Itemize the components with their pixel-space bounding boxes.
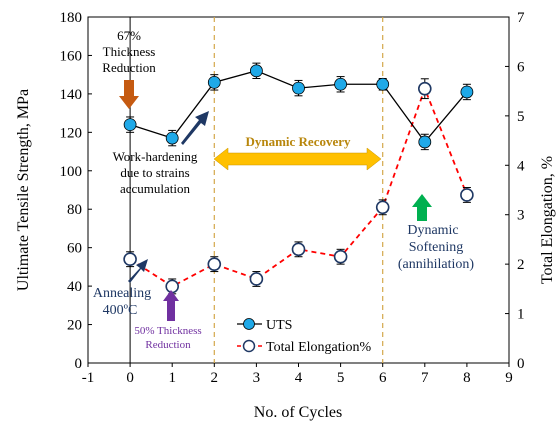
xtick-label: 4 [295, 370, 303, 386]
ytick-right-label: 0 [517, 356, 525, 372]
dynamic-recovery-arrow [213, 147, 382, 171]
data-point-uts [249, 64, 263, 78]
annealing-arrow-icon [128, 259, 148, 283]
purple-up-arrow-icon [163, 290, 179, 321]
data-point-uts [418, 135, 432, 149]
thickness50-line2: Reduction [145, 339, 191, 351]
ytick-left-label: 120 [60, 125, 83, 141]
data-point-elongation [207, 257, 222, 271]
y-axis-left-title: Ultimate Tensile Strength, MPa [15, 89, 32, 291]
thickness67-line1: 67% [117, 28, 141, 43]
ytick-left-label: 20 [67, 318, 82, 334]
ytick-right-label: 2 [517, 257, 525, 273]
ytick-left-label: 80 [67, 202, 82, 218]
xtick-label: 5 [337, 370, 345, 386]
down-arrow-icon [119, 80, 139, 109]
data-point-uts [334, 77, 348, 91]
legend-uts-marker [243, 318, 255, 330]
ytick-left-label: 100 [60, 164, 83, 180]
xtick-label: 6 [379, 370, 387, 386]
ytick-right-label: 4 [517, 158, 525, 174]
data-point-elongation [123, 252, 137, 267]
annealing-line1: Annealing [93, 286, 151, 301]
xtick-label: -1 [82, 370, 95, 386]
data-point-elongation [291, 242, 306, 257]
ytick-left-label: 60 [67, 241, 82, 257]
diagonal-arrow-icon [181, 111, 209, 145]
ytick-right-label: 1 [517, 307, 525, 323]
ytick-right-label: 3 [517, 208, 525, 224]
ytick-left-label: 140 [60, 87, 83, 103]
work-hardening-line1: Work-hardening [113, 149, 198, 164]
xtick-label: 1 [168, 370, 176, 386]
dynamic-recovery-label: Dynamic Recovery [245, 134, 351, 149]
data-point-uts [165, 131, 179, 145]
data-point-elongation [249, 272, 264, 286]
legend: UTS Total Elongation% [237, 318, 372, 355]
ytick-left-label: 40 [67, 279, 82, 295]
y-axis-right-title: Total Elongation, % [539, 156, 556, 284]
ytick-right-label: 7 [517, 10, 525, 26]
dynamic-softening-line2: Softening [409, 240, 463, 255]
up-arrow-icon [412, 194, 432, 221]
ytick-right-label: 6 [517, 59, 525, 75]
data-point-elongation [460, 188, 474, 202]
ytick-left-label: 160 [60, 48, 83, 64]
annealing-line2: 400ºC [103, 303, 138, 318]
dynamic-softening-line1: Dynamic [407, 223, 458, 238]
xtick-label: 0 [126, 370, 134, 386]
data-point-elongation [417, 81, 432, 96]
xtick-label: 3 [253, 370, 261, 386]
xtick-label: 7 [421, 370, 429, 386]
legend-elongation-marker [242, 339, 256, 353]
work-hardening-line3: accumulation [120, 181, 191, 196]
x-axis-title: No. of Cycles [254, 404, 342, 421]
ytick-right-label: 5 [517, 109, 525, 125]
data-point-elongation [333, 249, 348, 264]
thickness67-line3: Reduction [102, 60, 156, 75]
data-point-uts [207, 75, 221, 89]
xtick-label: 8 [463, 370, 471, 386]
dynamic-softening-line3: (annihilation) [398, 257, 475, 272]
thickness67-line2: Thickness [103, 44, 156, 59]
data-point-elongation [165, 279, 179, 294]
thickness50-line1: 50% Thickness [134, 325, 201, 337]
legend-uts-label: UTS [266, 318, 292, 333]
data-point-uts [460, 85, 474, 99]
legend-elongation-label: Total Elongation% [266, 340, 372, 355]
data-point-elongation [375, 200, 390, 215]
data-point-uts [123, 118, 137, 132]
work-hardening-line2: due to strains [120, 165, 189, 180]
xtick-label: 2 [211, 370, 219, 386]
data-point-uts [292, 81, 305, 95]
data-point-uts [376, 77, 390, 91]
ytick-left-label: 0 [75, 356, 83, 372]
ytick-left-label: 180 [60, 10, 83, 26]
xtick-label: 9 [505, 370, 513, 386]
